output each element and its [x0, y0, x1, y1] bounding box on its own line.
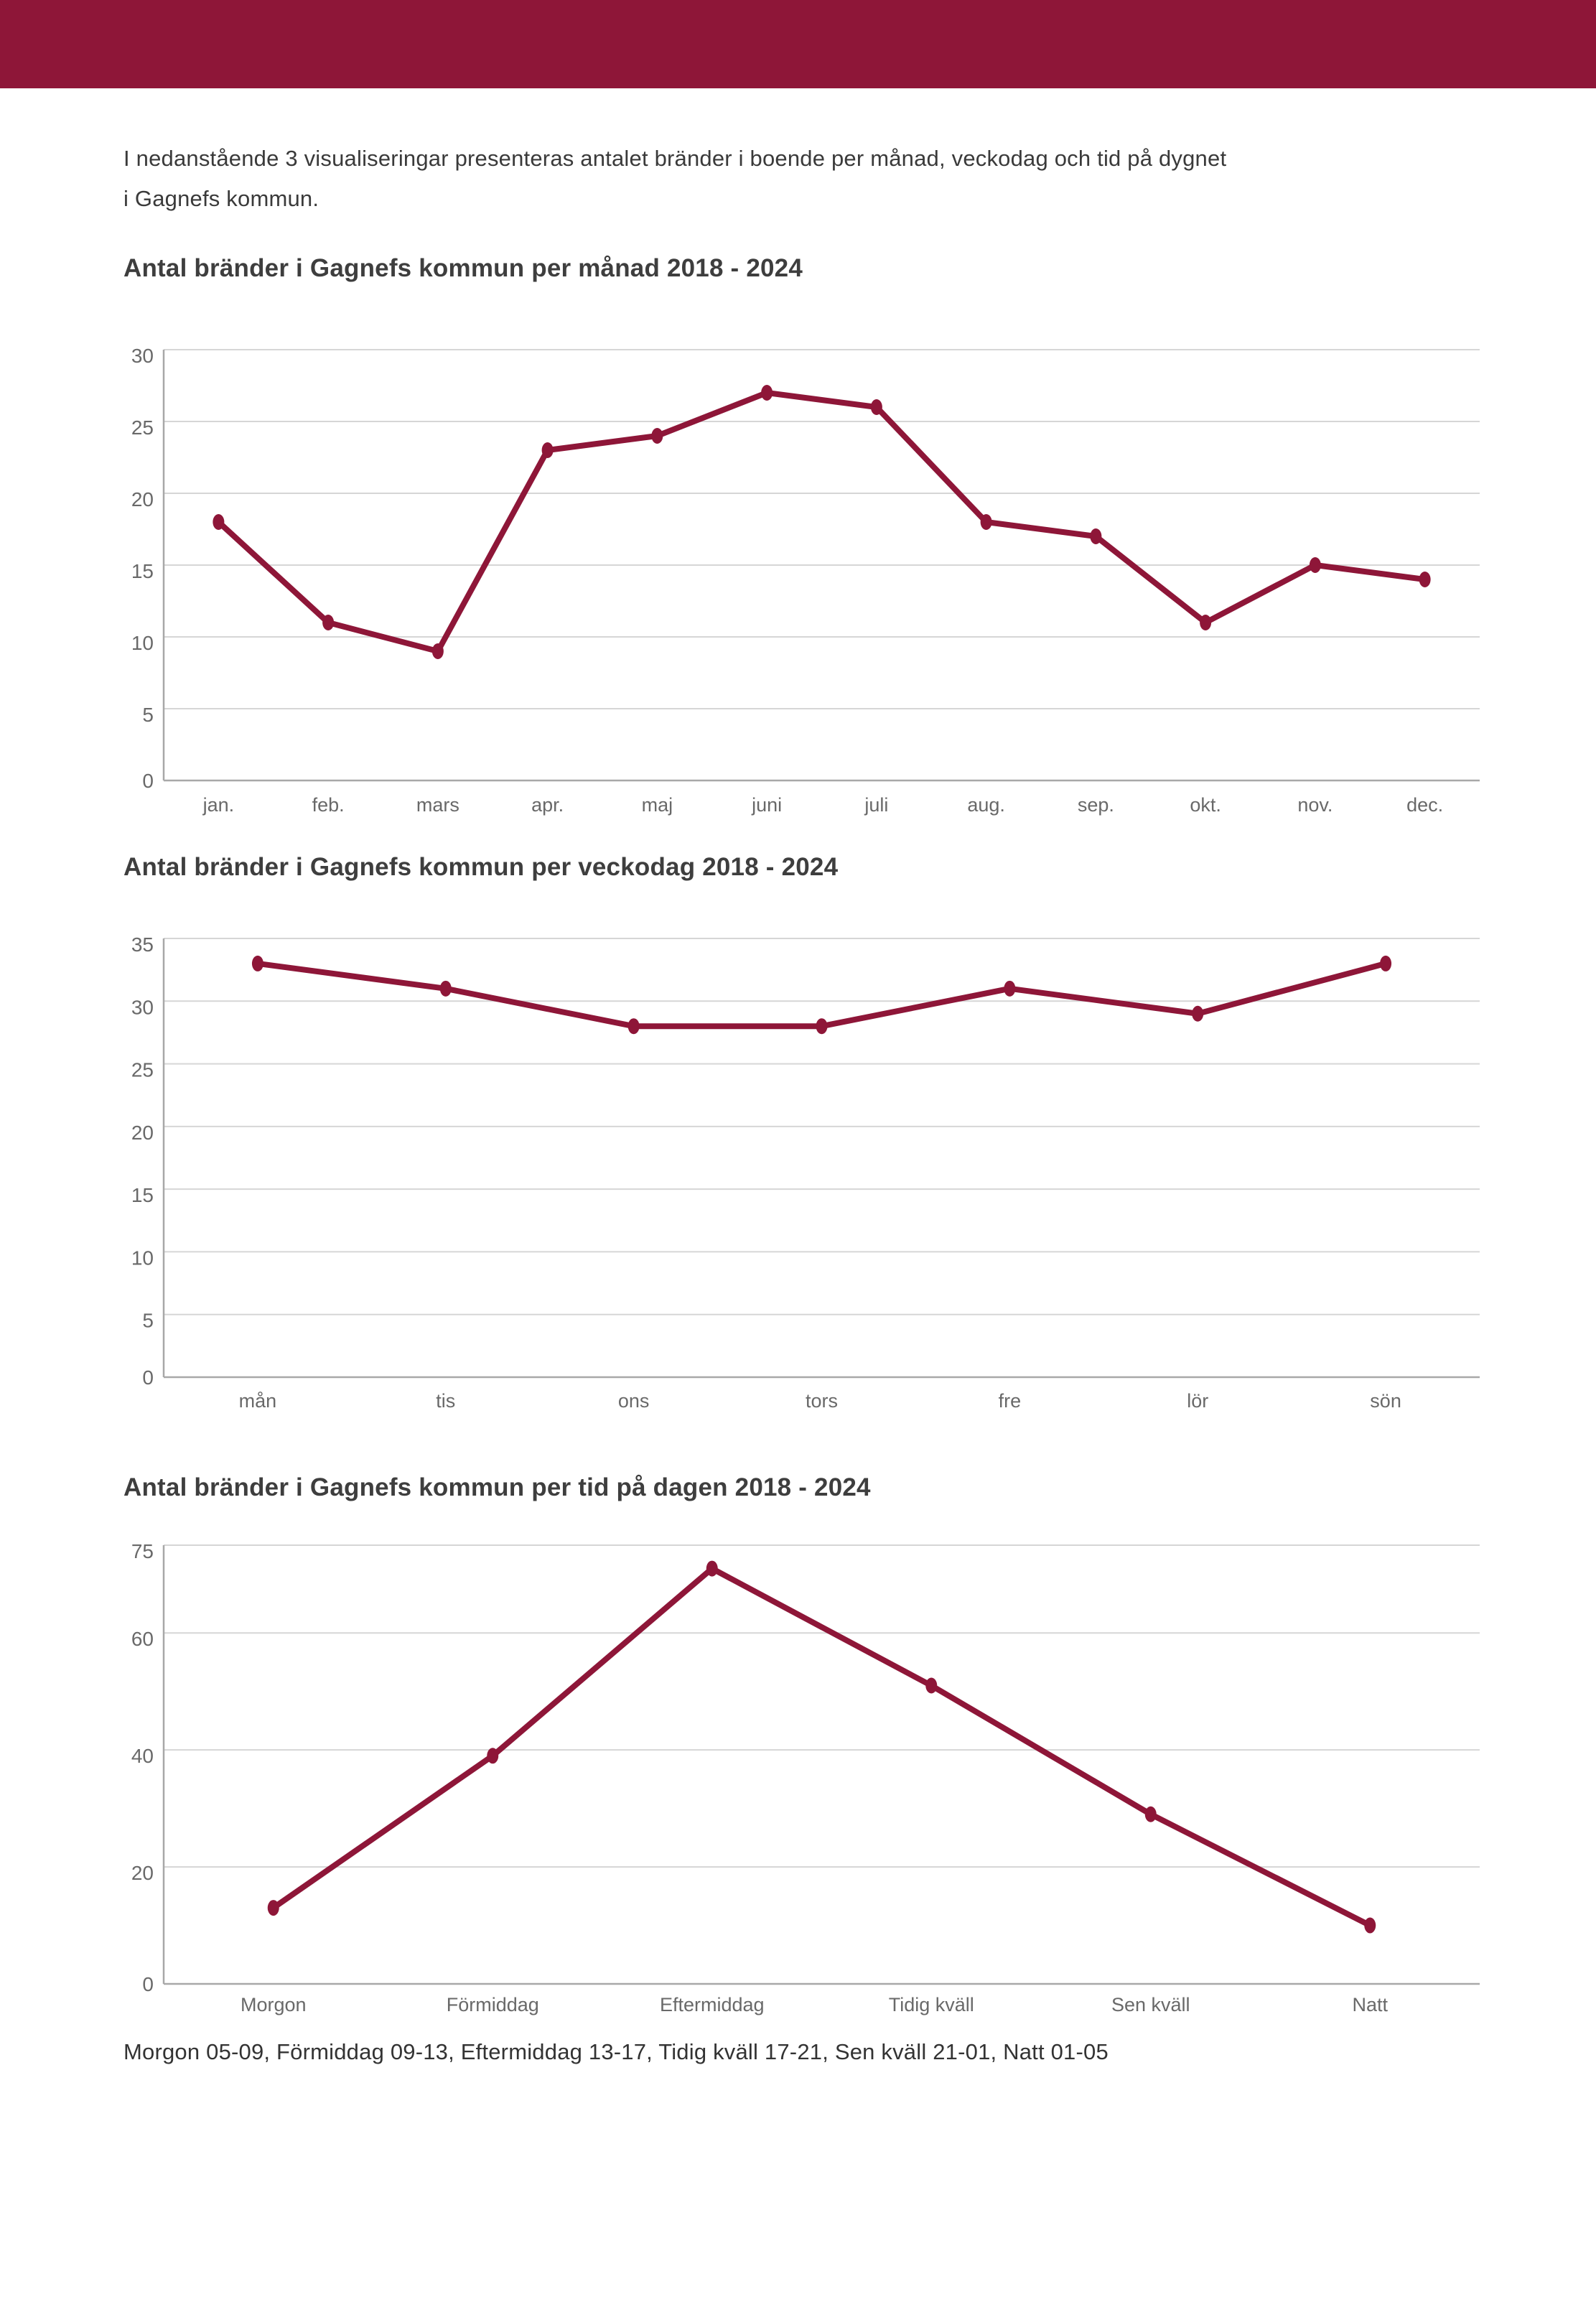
- chart-title-monthly: Antal bränder i Gagnefs kommun per månad…: [123, 254, 803, 282]
- data-point-marker: [1144, 1806, 1157, 1822]
- y-tick-label: 35: [131, 933, 154, 956]
- x-tick-label: juni: [751, 794, 782, 816]
- y-tick-label: 0: [142, 1366, 154, 1389]
- y-tick-label: 20: [131, 1122, 154, 1144]
- x-tick-label: mars: [416, 794, 459, 816]
- data-point-marker: [1380, 955, 1392, 971]
- y-tick-label: 5: [142, 1310, 154, 1332]
- data-point-marker: [487, 1748, 499, 1764]
- x-tick-label: tis: [436, 1390, 455, 1412]
- x-tick-label: ons: [618, 1390, 650, 1412]
- intro-paragraph: I nedanstående 3 visualiseringar present…: [123, 139, 1488, 219]
- x-tick-label: sön: [1370, 1390, 1401, 1412]
- header-bar: [0, 0, 1596, 88]
- data-point-marker: [706, 1560, 718, 1577]
- x-tick-label: fre: [999, 1390, 1022, 1412]
- chart-title-weekday: Antal bränder i Gagnefs kommun per vecko…: [123, 853, 839, 881]
- trend-line: [270, 1565, 1373, 1929]
- y-tick-label: 20: [131, 488, 154, 511]
- x-tick-label: feb.: [312, 794, 345, 816]
- data-point-marker: [1090, 528, 1102, 544]
- data-point-marker: [322, 615, 335, 630]
- x-tick-label: apr.: [531, 794, 564, 816]
- y-tick-label: 15: [131, 560, 154, 582]
- y-tick-label: 10: [131, 632, 154, 654]
- trend-line: [254, 960, 1389, 1030]
- data-point-marker: [761, 385, 773, 401]
- y-tick-label: 60: [131, 1628, 154, 1650]
- data-point-marker: [1200, 615, 1212, 630]
- y-tick-label: 25: [131, 1059, 154, 1081]
- data-point-marker: [1309, 557, 1321, 573]
- y-tick-label: 75: [131, 1540, 154, 1562]
- x-tick-label: Förmiddag: [447, 1994, 539, 2015]
- data-point-marker: [439, 980, 452, 997]
- intro-line-1: I nedanstående 3 visualiseringar present…: [123, 146, 1227, 171]
- data-point-marker: [1192, 1005, 1204, 1022]
- y-tick-label: 25: [131, 416, 154, 439]
- data-point-marker: [1419, 572, 1431, 587]
- x-tick-label: Eftermiddag: [660, 1994, 765, 2015]
- x-tick-label: mån: [239, 1390, 277, 1412]
- x-tick-label: okt.: [1190, 794, 1221, 816]
- x-tick-label: Morgon: [241, 1994, 307, 2015]
- data-point-marker: [627, 1018, 640, 1035]
- x-tick-label: Tidig kväll: [889, 1994, 974, 2015]
- data-point-marker: [1364, 1917, 1376, 1934]
- intro-line-2: i Gagnefs kommun.: [123, 186, 319, 211]
- trend-line: [215, 390, 1428, 654]
- y-tick-label: 40: [131, 1745, 154, 1767]
- y-tick-label: 15: [131, 1184, 154, 1206]
- x-tick-label: dec.: [1406, 794, 1443, 816]
- data-point-marker: [870, 399, 882, 415]
- data-point-marker: [816, 1018, 828, 1035]
- data-point-marker: [267, 1900, 279, 1916]
- line-chart-time-of-day: 0 20 40 60 75 Morgon Förmiddag Eftermiddag Tidig…: [131, 1540, 1480, 2015]
- x-tick-label: maj: [642, 794, 673, 816]
- x-tick-label: nov.: [1297, 794, 1333, 816]
- line-chart-monthly: 0 5 10 15 20 25 30 jan. feb. mars apr. maj juni juli a…: [131, 345, 1480, 816]
- data-point-marker: [980, 514, 992, 530]
- y-tick-label: 0: [142, 1973, 154, 1995]
- data-point-marker: [541, 442, 554, 458]
- y-tick-label: 10: [131, 1246, 154, 1269]
- y-tick-label: 30: [131, 345, 154, 367]
- x-tick-label: Natt: [1352, 1994, 1388, 2015]
- x-tick-label: tors: [806, 1390, 838, 1412]
- y-tick-label: 0: [142, 770, 154, 792]
- y-tick-label: 5: [142, 704, 154, 726]
- y-tick-label: 30: [131, 996, 154, 1018]
- data-point-marker: [1004, 980, 1016, 997]
- y-tick-label: 20: [131, 1862, 154, 1884]
- x-tick-label: sep.: [1078, 794, 1114, 816]
- x-tick-label: aug.: [967, 794, 1005, 816]
- line-chart-weekday: 0 5 10 15 20 25 30 35 mån tis ons tors fre lör sön: [131, 933, 1480, 1412]
- data-point-marker: [251, 955, 263, 971]
- data-point-marker: [925, 1677, 938, 1694]
- x-tick-label: jan.: [202, 794, 235, 816]
- x-tick-label: juli: [864, 794, 888, 816]
- data-point-marker: [651, 428, 663, 444]
- x-tick-label: Sen kväll: [1111, 1994, 1190, 2015]
- time-legend: Morgon 05-09, Förmiddag 09-13, Eftermidd…: [123, 2039, 1109, 2064]
- x-tick-label: lör: [1187, 1390, 1208, 1412]
- chart-title-time-of-day: Antal bränder i Gagnefs kommun per tid p…: [123, 1473, 871, 1501]
- data-point-marker: [431, 643, 444, 659]
- data-point-marker: [213, 514, 225, 530]
